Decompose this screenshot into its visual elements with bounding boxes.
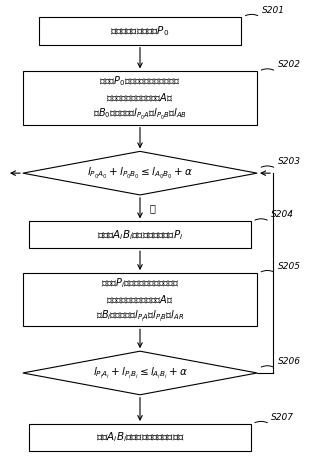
Text: S204: S204: [271, 210, 294, 219]
Text: S203: S203: [278, 157, 301, 166]
Text: S201: S201: [262, 6, 285, 14]
Polygon shape: [23, 351, 257, 395]
Text: $l_{P_iA_i}+l_{P_iB_i}\leq l_{A_iB_i}+\alpha$: $l_{P_iA_i}+l_{P_iB_i}\leq l_{A_iB_i}+\a…: [93, 365, 187, 380]
Text: 计算鞋底轮廓质心点$P_0$: 计算鞋底轮廓质心点$P_0$: [110, 24, 169, 38]
Polygon shape: [23, 152, 257, 195]
Text: 线段$A_iB_i$的距离即为所求鞋底弓宽: 线段$A_iB_i$的距离即为所求鞋底弓宽: [96, 431, 184, 445]
FancyBboxPatch shape: [39, 17, 241, 45]
FancyBboxPatch shape: [23, 273, 257, 326]
Text: 作过点$P_0$垂直于到鞋底左右两侧轮
廓边沿的直线，并交于点$A$和
点$B_0$，计算距离$l_{P_0A}$、$l_{P_0B}$、$l_{AB}$: 作过点$P_0$垂直于到鞋底左右两侧轮 廓边沿的直线，并交于点$A$和 点$B_…: [93, 74, 187, 122]
Text: $l_{P_0A_0}+l_{P_0B_0}\leq l_{A_0B_0}+\alpha$: $l_{P_0A_0}+l_{P_0B_0}\leq l_{A_0B_0}+\a…: [87, 166, 193, 181]
Text: S205: S205: [278, 262, 301, 271]
FancyBboxPatch shape: [23, 72, 257, 125]
Text: S206: S206: [278, 357, 301, 366]
FancyBboxPatch shape: [29, 221, 251, 248]
Text: S207: S207: [271, 412, 294, 422]
Text: 作过点$P_i$垂直于到鞋底左右两侧轮
廓边沿的直线，并交于点$A$和
点$B_i$，计算距离$l_{P_iA}$、$l_{P_iB}$、$l_{AR}$: 作过点$P_i$垂直于到鞋底左右两侧轮 廓边沿的直线，并交于点$A$和 点$B_…: [96, 276, 184, 324]
Text: 取线段$A_iB_i$的中点作为新的点$P_i$: 取线段$A_iB_i$的中点作为新的点$P_i$: [97, 228, 183, 242]
Text: 否: 否: [149, 203, 156, 213]
Text: S202: S202: [278, 60, 301, 69]
FancyBboxPatch shape: [29, 424, 251, 451]
